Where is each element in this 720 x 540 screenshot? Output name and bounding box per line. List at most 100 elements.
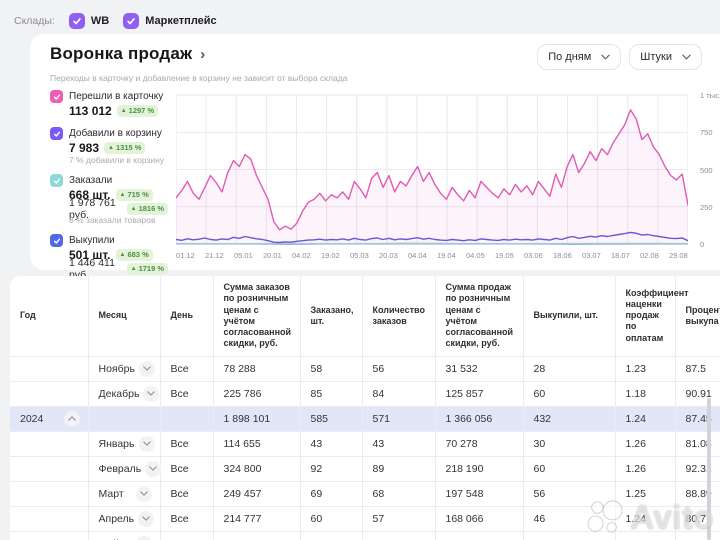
table-cell: 1.23 <box>615 356 675 381</box>
expand-chevron-down-icon[interactable] <box>143 386 159 402</box>
checkbox-checked-icon <box>123 13 139 29</box>
table-cell: 68 <box>362 481 435 506</box>
table-cell: 432 <box>523 406 615 431</box>
funnel-chart: 1 тыс.7505002500 01.1221.1205.0120.0104.… <box>168 90 720 275</box>
expand-chevron-down-icon[interactable] <box>136 486 152 502</box>
column-header: Год <box>10 276 88 356</box>
warehouses-label: Склады: <box>14 15 55 27</box>
month-dropdown[interactable]: Январь <box>99 436 152 452</box>
metric-checkbox-bought[interactable] <box>50 234 63 247</box>
x-axis-tick: 03.07 <box>582 251 601 260</box>
month-dropdown[interactable]: Апрель <box>99 511 152 527</box>
x-axis-tick: 19.05 <box>495 251 514 260</box>
funnel-metrics: Перешли в карточку 113 012 ▲1297 % Добав… <box>50 90 168 275</box>
table-cell: 53 <box>300 531 362 540</box>
table-cell: 60 <box>523 381 615 406</box>
checkbox-checked-icon <box>69 13 85 29</box>
x-axis-tick: 19.04 <box>437 251 456 260</box>
table-cell: Все <box>160 506 213 531</box>
chevron-down-icon <box>682 54 691 60</box>
year-toggle[interactable]: 2024 <box>20 411 80 427</box>
table-cell: 585 <box>300 406 362 431</box>
x-axis-tick: 05.01 <box>234 251 253 260</box>
table-cell: 249 457 <box>213 481 300 506</box>
table-row: МартВсе249 4576968197 548561.2588.89 <box>10 481 720 506</box>
checkbox-wb[interactable]: WB <box>69 13 109 29</box>
month-dropdown[interactable]: Февраль <box>99 461 152 477</box>
line-chart[interactable] <box>176 90 688 248</box>
x-axis-tick: 20.03 <box>379 251 398 260</box>
table-cell: Январь <box>88 431 160 456</box>
funnel-title-link[interactable]: Воронка продаж › <box>50 44 205 64</box>
table-cell <box>10 481 88 506</box>
metric-label: Заказали <box>69 175 112 186</box>
table-cell: 84 <box>362 381 435 406</box>
sales-funnel-card: Воронка продаж › По дням Штуки Переходы … <box>30 34 720 270</box>
table-cell: 31 532 <box>435 356 523 381</box>
y-axis-tick: 1 тыс. <box>700 91 720 100</box>
table-cell: 89.09 <box>675 531 720 540</box>
table-cell: 92.31 <box>675 456 720 481</box>
table-cell: 90.91 <box>675 381 720 406</box>
table-cell: 70 278 <box>435 431 523 456</box>
table-cell: 28 <box>523 356 615 381</box>
table-cell: 114 655 <box>213 431 300 456</box>
metric-ordered: Заказали 668 шт. ▲715 % 1 978 761 руб. ▲… <box>50 174 168 225</box>
metric-checkbox-card-views[interactable] <box>50 90 63 103</box>
table-cell <box>160 406 213 431</box>
table-cell: Апрель <box>88 506 160 531</box>
month-dropdown[interactable]: Май <box>99 536 152 540</box>
table-cell: Все <box>160 456 213 481</box>
table-row: МайВсе175 2335353155 973491.2589.09 <box>10 531 720 540</box>
table-cell: 78 288 <box>213 356 300 381</box>
period-dropdown[interactable]: По дням <box>537 44 621 70</box>
collapse-chevron-up-icon[interactable] <box>64 411 80 427</box>
month-dropdown[interactable]: Декабрь <box>99 386 152 402</box>
table-cell: 155 973 <box>435 531 523 540</box>
table-row: АпрельВсе214 7776057168 066461.2480.7 <box>10 506 720 531</box>
x-axis-tick: 18.06 <box>553 251 572 260</box>
units-dropdown[interactable]: Штуки <box>629 44 702 70</box>
month-dropdown[interactable]: Ноябрь <box>99 361 152 377</box>
expand-chevron-down-icon[interactable] <box>138 511 154 527</box>
table-cell: Февраль <box>88 456 160 481</box>
x-axis-tick: 18.07 <box>611 251 630 260</box>
expand-chevron-down-icon[interactable] <box>145 461 161 477</box>
table-cell: 218 190 <box>435 456 523 481</box>
checkbox-marketplace[interactable]: Маркетплейс <box>123 13 216 29</box>
month-dropdown[interactable]: Март <box>99 486 152 502</box>
x-axis-tick: 19.02 <box>321 251 340 260</box>
table-cell: 1.18 <box>615 381 675 406</box>
table-cell <box>10 431 88 456</box>
table-cell: 56 <box>362 356 435 381</box>
vertical-scrollbar[interactable] <box>707 398 711 540</box>
table-cell: 1.24 <box>615 506 675 531</box>
chevron-right-icon: › <box>200 46 205 63</box>
table-cell <box>10 456 88 481</box>
metric-note: 7 % добавили в корзину <box>50 155 168 165</box>
expand-chevron-down-icon[interactable] <box>139 436 155 452</box>
up-arrow-icon: ▲ <box>108 145 114 151</box>
expand-chevron-down-icon[interactable] <box>139 361 155 377</box>
table-cell: 56 <box>523 481 615 506</box>
table-cell: 69 <box>300 481 362 506</box>
sales-table-card: ГодМесяцДеньСумма заказов по розничным ц… <box>10 276 720 540</box>
x-axis-tick: 05.03 <box>350 251 369 260</box>
table-cell: 1.24 <box>615 406 675 431</box>
chart-y-axis: 1 тыс.7505002500 <box>696 90 720 248</box>
checkbox-wb-label: WB <box>91 15 109 27</box>
table-cell: 1.26 <box>615 431 675 456</box>
metric-checkbox-added-to-cart[interactable] <box>50 127 63 140</box>
x-axis-tick: 20.01 <box>263 251 282 260</box>
table-cell: Март <box>88 481 160 506</box>
table-cell: 2024 <box>10 406 88 431</box>
table-cell: 43 <box>362 431 435 456</box>
table-cell: 1 366 056 <box>435 406 523 431</box>
column-header: Коэффициент наценки продаж по оплатам <box>615 276 675 356</box>
metric-checkbox-ordered[interactable] <box>50 174 63 187</box>
expand-chevron-down-icon[interactable] <box>136 536 152 540</box>
table-cell: Все <box>160 431 213 456</box>
metric-label: Перешли в карточку <box>69 91 163 102</box>
table-cell <box>10 506 88 531</box>
period-dropdown-value: По дням <box>548 51 591 63</box>
